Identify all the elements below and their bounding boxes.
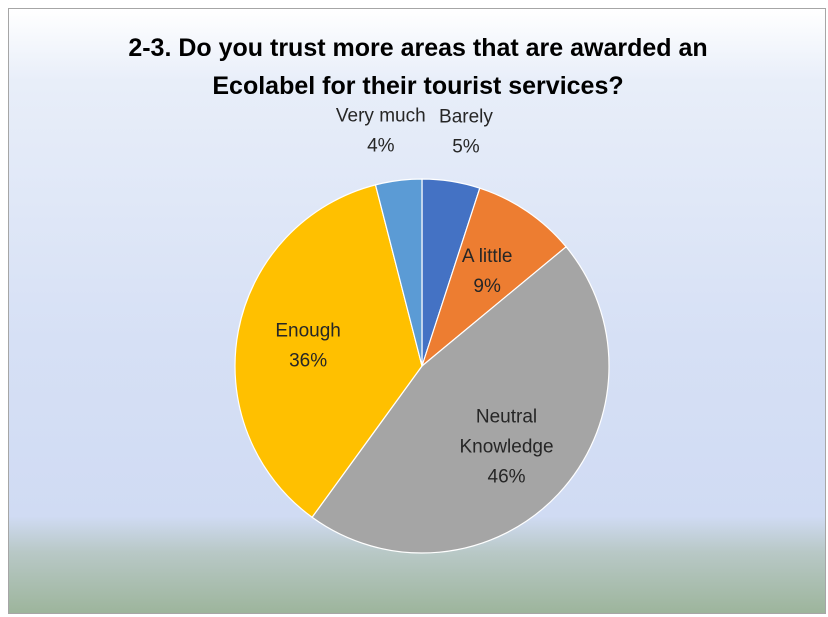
chart-title-line-1: 2-3. Do you trust more areas that are aw… <box>128 34 708 62</box>
pie-slice-very-much <box>374 178 423 367</box>
data-label-enough: Enough 36% <box>275 320 341 371</box>
data-label-category: A little <box>462 246 513 267</box>
data-label-category: Neutral <box>476 406 537 427</box>
data-label-very-much: Very much 4% <box>336 106 426 157</box>
chart-title: 2-3. Do you trust more areas that are aw… <box>9 29 825 105</box>
pie-slice-enough <box>234 184 423 519</box>
data-label-neutral-knowledge: Neutral Knowledge 46% <box>460 406 554 487</box>
pie-data-labels: Barely 5% A little 9% Neutral Knowledge 46% Eno… <box>275 106 553 488</box>
data-label-value: 4% <box>367 136 395 157</box>
data-label-category: Enough <box>275 320 341 341</box>
data-label-value: 36% <box>289 350 327 371</box>
data-label-category: Very much <box>336 106 426 127</box>
pie-slice-a-little <box>420 187 567 368</box>
data-label-a-little: A little 9% <box>462 246 513 297</box>
data-label-value: 5% <box>452 137 480 158</box>
pie-slices <box>234 178 610 554</box>
chart-area: 2-3. Do you trust more areas that are aw… <box>8 8 826 614</box>
data-label-category: Knowledge <box>460 436 554 457</box>
chart-title-line-2: Ecolabel for their tourist services? <box>212 72 624 100</box>
data-label-category: Barely <box>439 107 493 128</box>
pie-chart: Barely 5% A little 9% Neutral Knowledge 46% Eno… <box>234 106 610 554</box>
pie-slice-neutral-knowledge <box>311 245 610 554</box>
data-label-barely: Barely 5% <box>439 107 493 158</box>
data-label-value: 9% <box>473 276 501 297</box>
data-label-value: 46% <box>488 466 526 487</box>
